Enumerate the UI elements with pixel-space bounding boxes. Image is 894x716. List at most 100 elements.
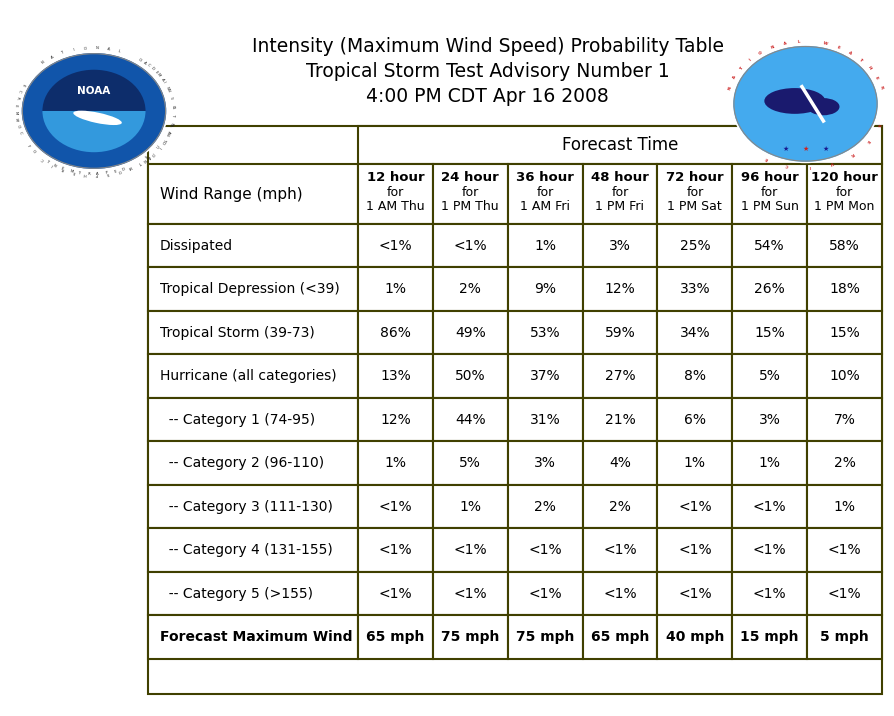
Text: M: M xyxy=(127,165,132,170)
Text: A: A xyxy=(146,154,151,159)
Text: N: N xyxy=(165,87,170,90)
Text: 4%: 4% xyxy=(609,456,630,470)
Text: <1%: <1% xyxy=(603,543,637,557)
Text: <1%: <1% xyxy=(603,586,637,601)
Text: Hurricane (all categories): Hurricane (all categories) xyxy=(160,369,336,383)
Text: Wind Range (mph): Wind Range (mph) xyxy=(160,186,302,201)
Text: 21%: 21% xyxy=(604,412,635,427)
Text: P: P xyxy=(105,171,108,175)
Text: 9%: 9% xyxy=(534,282,555,296)
Text: N: N xyxy=(165,88,171,92)
Text: A: A xyxy=(847,50,852,55)
Text: E: E xyxy=(835,45,839,50)
Text: F: F xyxy=(26,144,30,148)
Text: for: for xyxy=(461,185,478,198)
Text: <1%: <1% xyxy=(527,586,561,601)
Text: I: I xyxy=(169,96,173,98)
Text: <1%: <1% xyxy=(827,586,860,601)
Text: N: N xyxy=(52,163,57,168)
Text: 1%: 1% xyxy=(384,456,406,470)
Text: D: D xyxy=(122,167,126,172)
Text: I: I xyxy=(169,97,173,100)
Text: <1%: <1% xyxy=(752,500,786,514)
Text: S: S xyxy=(170,105,174,108)
Text: L: L xyxy=(797,39,799,44)
Text: R: R xyxy=(61,167,65,171)
Text: for: for xyxy=(835,185,852,198)
Text: M: M xyxy=(13,110,17,114)
Text: ★: ★ xyxy=(802,145,807,152)
Text: 2%: 2% xyxy=(832,456,855,470)
Text: -- Category 3 (111-130): -- Category 3 (111-130) xyxy=(160,500,333,514)
Text: ★: ★ xyxy=(782,145,788,152)
Text: V: V xyxy=(829,160,833,165)
Text: 58%: 58% xyxy=(828,238,859,253)
Text: N: N xyxy=(165,132,170,135)
Text: E: E xyxy=(72,170,75,174)
Text: N: N xyxy=(142,157,147,162)
Text: 15%: 15% xyxy=(754,326,784,340)
Text: 13%: 13% xyxy=(380,369,410,383)
Text: 2%: 2% xyxy=(459,282,481,296)
Text: R: R xyxy=(877,86,882,90)
Text: T: T xyxy=(857,57,862,62)
Text: 36 hour: 36 hour xyxy=(516,172,573,185)
Text: N: N xyxy=(727,85,732,90)
Text: C: C xyxy=(17,89,21,93)
Text: A: A xyxy=(97,172,99,176)
Text: -- Category 4 (131-155): -- Category 4 (131-155) xyxy=(160,543,333,557)
Text: C: C xyxy=(18,131,22,135)
Text: A: A xyxy=(50,55,55,59)
Text: <1%: <1% xyxy=(378,586,412,601)
Text: 12%: 12% xyxy=(380,412,410,427)
Text: S: S xyxy=(106,171,110,175)
Text: N: N xyxy=(41,60,46,65)
Text: H: H xyxy=(865,66,871,71)
Text: 1%: 1% xyxy=(534,238,555,253)
Text: 44%: 44% xyxy=(454,412,485,427)
Text: U: U xyxy=(156,145,161,150)
Text: A: A xyxy=(782,42,787,46)
Text: 33%: 33% xyxy=(679,282,709,296)
Text: <1%: <1% xyxy=(827,543,860,557)
Text: L: L xyxy=(117,49,121,54)
Text: 5%: 5% xyxy=(758,369,780,383)
Text: 15 mph: 15 mph xyxy=(739,630,798,644)
Text: A: A xyxy=(160,78,164,82)
Text: T: T xyxy=(138,160,141,165)
Text: 53%: 53% xyxy=(529,326,560,340)
Text: 15%: 15% xyxy=(828,326,859,340)
Text: for: for xyxy=(760,185,778,198)
Text: 50%: 50% xyxy=(454,369,485,383)
Text: Tropical Depression (<39): Tropical Depression (<39) xyxy=(160,282,340,296)
Text: <1%: <1% xyxy=(378,238,412,253)
Text: .: . xyxy=(138,160,141,165)
Text: 6%: 6% xyxy=(683,412,705,427)
Text: for: for xyxy=(611,185,628,198)
Text: I: I xyxy=(156,145,161,148)
Text: A: A xyxy=(165,130,171,134)
Text: 24 hour: 24 hour xyxy=(441,172,499,185)
Text: T: T xyxy=(61,51,64,55)
Text: 1%: 1% xyxy=(459,500,481,514)
Text: <1%: <1% xyxy=(678,543,711,557)
Text: N: N xyxy=(95,46,98,50)
Text: 8%: 8% xyxy=(683,369,705,383)
Text: M: M xyxy=(69,169,73,174)
Text: I: I xyxy=(162,81,166,84)
Text: O: O xyxy=(137,57,142,62)
Text: <1%: <1% xyxy=(527,543,561,557)
Text: -- Category 5 (>155): -- Category 5 (>155) xyxy=(160,586,313,601)
Text: <1%: <1% xyxy=(378,543,412,557)
Text: <1%: <1% xyxy=(453,586,486,601)
Text: S: S xyxy=(875,123,880,127)
Text: 86%: 86% xyxy=(380,326,410,340)
Text: Forecast Maximum Wind: Forecast Maximum Wind xyxy=(160,630,352,644)
Text: I: I xyxy=(72,48,75,52)
Text: T: T xyxy=(162,137,166,142)
Text: 37%: 37% xyxy=(529,369,560,383)
Text: 48 hour: 48 hour xyxy=(590,172,648,185)
Text: O: O xyxy=(15,125,20,128)
Text: N: N xyxy=(770,45,774,50)
Text: <1%: <1% xyxy=(378,500,412,514)
